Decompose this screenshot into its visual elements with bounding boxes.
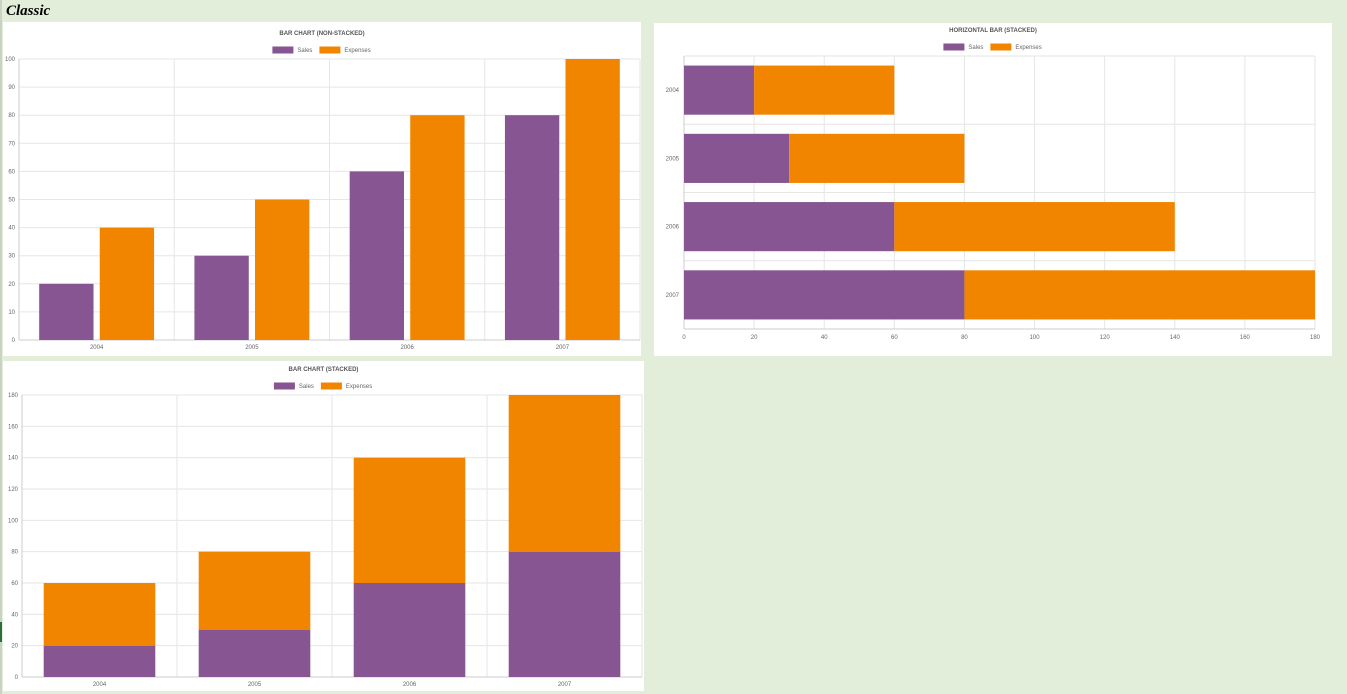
x-tick-label: 120: [1100, 335, 1111, 341]
bar-sales-2006: [349, 171, 405, 340]
legend-label-sales: Sales: [299, 384, 314, 390]
y-tick-label: 0: [12, 338, 16, 344]
x-tick-label: 2004: [90, 345, 104, 351]
bar-sales-2006: [353, 583, 466, 677]
y-tick-label: 40: [8, 226, 15, 232]
y-tick-label: 10: [8, 310, 15, 316]
y-tick-label: 20: [8, 282, 15, 288]
bar-sales-2007: [508, 551, 621, 677]
bar-chart-non-stacked: BAR CHART (NON-STACKED) Sales Expenses 0 10 2…: [3, 22, 641, 356]
x-tick-label: 0: [682, 335, 686, 341]
bar-expenses-2005: [198, 551, 311, 630]
bar-expenses-2007: [565, 59, 620, 340]
y-tick-label: 0: [15, 675, 19, 681]
bar-expenses-2007: [964, 270, 1315, 320]
y-tick-label: 100: [5, 57, 16, 63]
bar-expenses-2006: [353, 457, 466, 583]
y-tick-label: 60: [8, 169, 15, 175]
y-tick-label: 120: [8, 487, 19, 493]
bar-sales-2004: [684, 65, 755, 115]
y-tick-label: 30: [8, 254, 15, 260]
y-tick-label: 140: [8, 456, 19, 462]
legend-label-expenses: Expenses: [344, 48, 370, 54]
y-tick-label: 60: [11, 581, 18, 587]
chart-title: HORIZONTAL BAR (STACKED): [949, 28, 1037, 34]
sheet-left-marker: [0, 622, 2, 642]
legend-swatch-expenses: [990, 43, 1012, 51]
x-tick-label: 2006: [403, 682, 417, 688]
bar-sales-2007: [684, 270, 965, 320]
bar-expenses-2004: [43, 583, 156, 646]
y-tick-label: 50: [8, 198, 15, 204]
x-tick-label: 2004: [93, 682, 107, 688]
bar-expenses-2005: [254, 199, 310, 340]
bar-sales-2005: [194, 255, 249, 340]
bar-expenses-2007: [508, 395, 621, 552]
bar-sales-2006: [684, 202, 895, 252]
legend-label-sales: Sales: [968, 45, 983, 51]
x-tick-label: 20: [751, 335, 758, 341]
x-tick-label: 180: [1310, 335, 1321, 341]
y-tick-label: 160: [8, 424, 19, 430]
bar-sales-2004: [43, 645, 156, 677]
legend-swatch-sales: [943, 43, 965, 51]
bar-expenses-2004: [754, 65, 895, 115]
y-tick-label: 2006: [666, 225, 680, 231]
bar-chart-stacked-svg: BAR CHART (STACKED) Sales Expenses 0 20 40 60 8…: [8, 367, 643, 688]
y-tick-label: 80: [11, 550, 18, 556]
legend-label-expenses: Expenses: [346, 384, 372, 390]
bar-sales-2007: [504, 115, 560, 340]
sheet-title: Classic: [6, 3, 51, 19]
y-tick-label: 40: [11, 612, 18, 618]
bar-sales-2005: [684, 133, 790, 183]
y-tick-label: 180: [8, 393, 19, 399]
bar-expenses-2005: [789, 133, 965, 183]
x-tick-label: 2005: [245, 345, 259, 351]
y-tick-label: 2005: [666, 156, 680, 162]
x-tick-label: 100: [1030, 335, 1041, 341]
y-tick-label: 2004: [666, 88, 680, 94]
x-tick-label: 140: [1170, 335, 1181, 341]
chart-title: BAR CHART (STACKED): [289, 367, 359, 373]
x-tick-label: 2005: [248, 682, 262, 688]
x-tick-label: 160: [1240, 335, 1251, 341]
y-tick-label: 100: [8, 518, 19, 524]
y-tick-label: 90: [8, 85, 15, 91]
horizontal-bar-chart-stacked-svg: HORIZONTAL BAR (STACKED) Sales Expenses 0 20…: [666, 28, 1321, 341]
x-tick-label: 60: [891, 335, 898, 341]
bar-sales-2005: [198, 630, 311, 677]
legend-swatch-sales: [272, 46, 294, 54]
sheet-left-rule: [0, 0, 2, 694]
legend-swatch-expenses: [320, 382, 342, 390]
bar-chart-stacked: BAR CHART (STACKED) Sales Expenses 0 20 40 60 8…: [3, 361, 644, 691]
x-tick-label: 80: [961, 335, 968, 341]
bar-expenses-2006: [410, 115, 465, 340]
x-tick-label: 40: [821, 335, 828, 341]
x-tick-label: 2006: [400, 345, 414, 351]
bar-expenses-2004: [99, 227, 155, 340]
y-tick-label: 20: [11, 644, 18, 650]
legend-label-sales: Sales: [297, 48, 312, 54]
x-tick-label: 2007: [556, 345, 570, 351]
x-tick-label: 2007: [558, 682, 572, 688]
chart-title: BAR CHART (NON-STACKED): [279, 31, 364, 37]
bar-sales-2004: [39, 283, 94, 340]
y-tick-label: 80: [8, 113, 15, 119]
legend-swatch-expenses: [319, 46, 341, 54]
bar-chart-non-stacked-svg: BAR CHART (NON-STACKED) Sales Expenses 0 10 2…: [5, 31, 641, 351]
horizontal-bar-chart-stacked: HORIZONTAL BAR (STACKED) Sales Expenses 0 20…: [654, 23, 1332, 356]
legend-swatch-sales: [273, 382, 295, 390]
y-tick-label: 70: [8, 141, 15, 147]
legend-label-expenses: Expenses: [1015, 45, 1041, 51]
y-tick-label: 2007: [666, 293, 680, 299]
bar-expenses-2006: [894, 202, 1175, 252]
